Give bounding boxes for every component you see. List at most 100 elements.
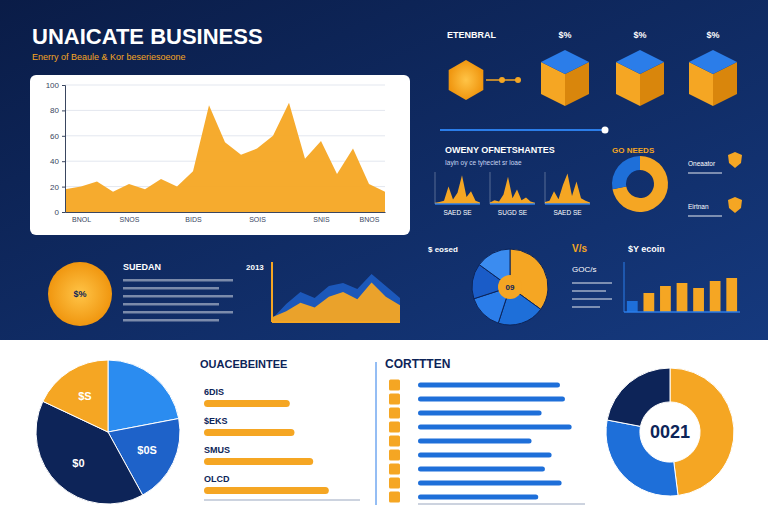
tick-mark	[62, 161, 65, 162]
area	[272, 282, 400, 322]
tick: SNOS	[120, 212, 140, 223]
panel-title: SUEDAN	[123, 262, 161, 272]
grid-line	[65, 110, 385, 111]
bar	[204, 429, 294, 436]
text-line	[123, 287, 219, 290]
slice	[612, 156, 640, 189]
tick: 60	[50, 132, 65, 141]
cube-face	[616, 50, 664, 74]
background	[0, 340, 768, 512]
background	[0, 0, 768, 340]
tick: 100	[46, 81, 65, 90]
tick: 80	[50, 106, 65, 115]
axis-line	[204, 500, 360, 501]
slider-knob	[602, 127, 609, 134]
row-icon	[389, 450, 400, 461]
chart: $ eosedV/sGOC/s09	[428, 243, 612, 325]
tick-mark	[62, 187, 65, 188]
text-line	[123, 279, 233, 282]
panel	[30, 75, 410, 235]
area	[435, 175, 480, 204]
chart: OUACEBEINTEE6DIS$EKSSMUSOLCD	[200, 358, 360, 500]
chart: 0021	[606, 368, 734, 496]
chart: OWENY OFNETSHANTESIayin oy ce tyheciet s…	[435, 145, 590, 216]
series-label: SAED SE	[553, 209, 582, 216]
grid-line	[65, 85, 385, 86]
tick-label: BNOL	[72, 216, 91, 223]
bar	[418, 425, 572, 430]
separator	[376, 362, 377, 505]
tick-mark	[62, 85, 65, 86]
axis-line	[545, 172, 546, 204]
tick: SOIS	[249, 212, 266, 223]
bar	[418, 397, 565, 402]
badge	[48, 262, 112, 326]
badge-label: $%	[73, 289, 86, 299]
row-icon	[389, 422, 400, 433]
text-line	[572, 282, 612, 284]
tick-label: BNOS	[360, 216, 380, 223]
row-icon	[389, 408, 400, 419]
pie	[612, 156, 668, 212]
bars	[418, 383, 572, 500]
slice	[43, 360, 108, 432]
pie: 09	[472, 249, 548, 325]
shield-icon	[728, 152, 742, 168]
area	[545, 174, 590, 204]
axis-line	[272, 321, 400, 323]
series-label: SAED SE	[443, 209, 472, 216]
cube-face	[689, 50, 737, 74]
shield-icon	[728, 197, 742, 213]
axis-line	[624, 311, 740, 313]
category-label: 6DIS	[204, 387, 224, 397]
row-icon	[389, 478, 400, 489]
text-line	[123, 311, 233, 314]
row-icon	[389, 464, 400, 475]
tick: BNOS	[360, 212, 380, 223]
bar	[204, 487, 329, 494]
category-label: OLCD	[204, 474, 230, 484]
chart: $0S$0$S	[36, 360, 180, 504]
axis-line	[545, 203, 590, 205]
tick-label: SNOS	[120, 216, 140, 223]
area	[65, 103, 385, 212]
cube-label: $%	[558, 30, 571, 40]
bar	[418, 481, 562, 486]
bar	[204, 400, 290, 407]
bar	[418, 453, 552, 458]
bar	[660, 286, 671, 312]
text-line	[688, 172, 722, 174]
tick: 40	[50, 157, 65, 166]
tick: BNOL	[72, 212, 91, 223]
chart: 020406080100BNOLSNOSBIDSSOISSNISBNOS	[30, 75, 410, 235]
cube-label: $%	[633, 30, 646, 40]
axis-line	[490, 172, 491, 204]
series-label: SUGD SE	[498, 209, 528, 216]
chart-title: $Y ecoin	[628, 244, 665, 254]
center-disk	[498, 275, 522, 299]
plot	[490, 177, 535, 204]
bar	[627, 301, 638, 312]
chart-title: CORTTTEN	[385, 357, 450, 371]
tick: SNIS	[313, 212, 330, 223]
dashboard: UNAICATE BUSINESSEnerry of Beaule & Kor …	[0, 0, 768, 512]
bar	[418, 467, 545, 472]
center-disk	[643, 405, 697, 459]
row-icon	[389, 380, 400, 391]
tick-mark	[62, 110, 65, 111]
tick-label: BIDS	[185, 216, 202, 223]
bar	[418, 495, 538, 500]
y-axis: 020406080100	[46, 81, 66, 217]
row-icon	[389, 394, 400, 405]
slider	[440, 129, 605, 131]
chart-title: OWENY OFNETSHANTES	[445, 145, 555, 155]
pie: $0S$0$S	[36, 360, 180, 504]
pie: 0021	[606, 368, 734, 496]
cube-label: $%	[706, 30, 719, 40]
bar	[418, 411, 542, 416]
chart-title: GO NEEDS	[612, 146, 655, 155]
category-label: $EKS	[204, 416, 228, 426]
bar	[710, 281, 721, 312]
text-line	[123, 319, 219, 322]
tick-label: 0	[55, 208, 60, 217]
